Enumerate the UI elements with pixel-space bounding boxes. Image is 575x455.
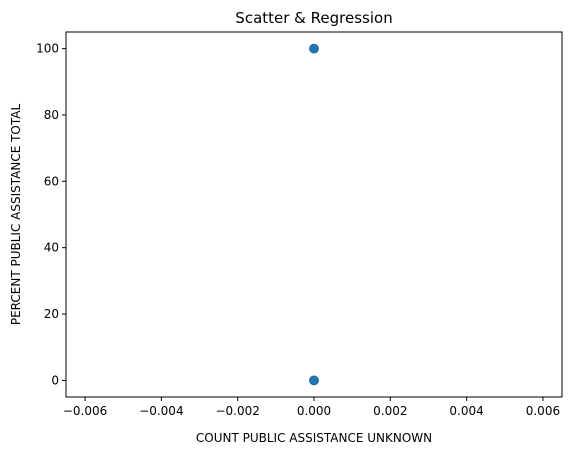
x-tick-label: 0.000 [297, 404, 331, 418]
y-axis: 0 20 40 60 80 100 [36, 42, 66, 387]
y-tick-label: 0 [51, 373, 59, 387]
chart-title: Scatter & Regression [235, 9, 392, 27]
y-tick-label: 100 [36, 42, 59, 56]
y-axis-label: PERCENT PUBLIC ASSISTANCE TOTAL [9, 104, 23, 326]
x-tick-label: 0.002 [373, 404, 407, 418]
y-tick-label: 20 [44, 307, 59, 321]
x-tick-label: −0.004 [139, 404, 183, 418]
x-axis-label: COUNT PUBLIC ASSISTANCE UNKNOWN [196, 431, 432, 445]
plot-area [65, 31, 563, 398]
scatter-point [309, 375, 319, 386]
x-tick-label: 0.006 [526, 404, 560, 418]
x-tick-label: 0.004 [449, 404, 483, 418]
x-tick-label: −0.002 [215, 404, 259, 418]
data-points [309, 43, 319, 386]
x-axis: −0.006 −0.004 −0.002 0.000 0.002 0.004 0.006 [63, 397, 560, 418]
y-tick-label: 40 [44, 241, 59, 255]
x-tick-label: −0.006 [63, 404, 107, 418]
scatter-point [309, 43, 319, 54]
y-tick-label: 60 [44, 174, 59, 188]
y-tick-label: 80 [44, 108, 59, 122]
